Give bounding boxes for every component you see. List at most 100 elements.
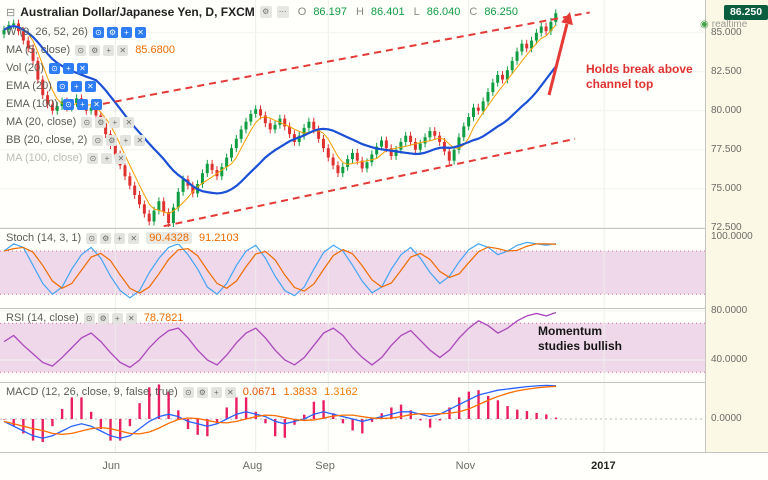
- eye-icon-button[interactable]: ⊙: [81, 116, 93, 128]
- price-axis-label: 0.0000: [711, 413, 742, 424]
- stoch-legend: Stoch (14, 3, 1) ⊙ ⚙ + ✕ 90.4328 91.2103: [6, 232, 239, 244]
- indicator-value: 85.6800: [135, 44, 175, 56]
- settings-icon-button[interactable]: ⚙: [89, 44, 101, 56]
- add-icon-button[interactable]: +: [210, 386, 222, 398]
- close-icon-button[interactable]: ✕: [123, 116, 135, 128]
- settings-icon-button[interactable]: ⚙: [97, 312, 109, 324]
- indicator-label: MA (20, close): [6, 116, 77, 128]
- add-icon-button[interactable]: +: [109, 116, 121, 128]
- add-icon-button[interactable]: +: [114, 232, 126, 244]
- indicator-row: W (9, 26, 52, 26) ⊙ ⚙ + ✕: [6, 26, 518, 38]
- indicator-label: RSI (14, close): [6, 312, 79, 324]
- indicator-row: EMA (20) ⊙ + ✕: [6, 80, 518, 92]
- add-icon-button[interactable]: +: [120, 26, 132, 38]
- settings-icon-button[interactable]: ⚙: [100, 232, 112, 244]
- realtime-icon: ◉: [700, 18, 709, 30]
- open-value: 86.197: [313, 6, 347, 18]
- add-icon-button[interactable]: +: [111, 312, 123, 324]
- more-icon-button[interactable]: ⋯: [276, 6, 289, 18]
- rsi-legend: RSI (14, close) ⊙ ⚙ + ✕ 78.7821: [6, 312, 184, 324]
- close-icon-button[interactable]: ✕: [125, 312, 137, 324]
- price-axis-label: 80.0000: [711, 305, 748, 316]
- close-icon-button[interactable]: ✕: [90, 98, 102, 110]
- eye-icon-button[interactable]: ⊙: [92, 26, 104, 38]
- indicator-label: W (9, 26, 52, 26): [6, 26, 88, 38]
- price-axis-label: 40.0000: [711, 354, 748, 365]
- time-axis-label: 2017: [591, 460, 616, 472]
- price-axis-label: 77.500: [711, 143, 742, 155]
- close-icon-button[interactable]: ✕: [128, 232, 140, 244]
- price-axis-label: 72.500: [711, 221, 742, 233]
- collapse-icon[interactable]: ⊟: [6, 6, 16, 19]
- close-icon-button[interactable]: ✕: [224, 386, 236, 398]
- price-axis-label: 80.000: [711, 104, 742, 116]
- symbol-title[interactable]: Australian Dollar/Japanese Yen, D, FXCM: [20, 5, 255, 19]
- indicator-label: Stoch (14, 3, 1): [6, 232, 82, 244]
- eye-icon-button[interactable]: ⊙: [48, 62, 60, 74]
- price-axis-label: 100.0000: [711, 230, 753, 242]
- close-value: 86.250: [484, 6, 518, 18]
- time-axis-label: Nov: [455, 460, 476, 472]
- indicator-value: 1.3833: [283, 386, 318, 398]
- close-icon-button[interactable]: ✕: [134, 26, 146, 38]
- close-icon-button[interactable]: ✕: [115, 152, 127, 164]
- eye-icon-button[interactable]: ⊙: [92, 134, 104, 146]
- settings-icon-button[interactable]: ⚙: [95, 116, 107, 128]
- indicator-label: MACD (12, 26, close, 9, false, true): [6, 386, 178, 398]
- time-axis-label: Jun: [102, 460, 121, 472]
- settings-icon-button[interactable]: ⚙: [259, 6, 272, 18]
- eye-icon-button[interactable]: ⊙: [56, 80, 68, 92]
- realtime-badge: ◉ realtime: [700, 19, 747, 30]
- eye-icon-button[interactable]: ⊙: [62, 98, 74, 110]
- indicator-value: 91.2103: [198, 232, 239, 244]
- eye-icon-button[interactable]: ⊙: [87, 152, 99, 164]
- close-icon-button[interactable]: ✕: [76, 62, 88, 74]
- close-icon-button[interactable]: ✕: [134, 134, 146, 146]
- indicator-value: 1.3162: [324, 386, 358, 398]
- eye-icon-button[interactable]: ⊙: [182, 386, 194, 398]
- eye-icon-button[interactable]: ⊙: [86, 232, 98, 244]
- settings-icon-button[interactable]: ⚙: [106, 134, 118, 146]
- indicator-row: MA (20, close) ⊙ ⚙ + ✕: [6, 116, 518, 128]
- indicator-row: MA (5, close) ⊙ ⚙ + ✕ 85.6800: [6, 44, 518, 56]
- high-value: 86.401: [370, 6, 405, 18]
- indicator-value: 90.4328: [146, 232, 192, 244]
- close-icon-button[interactable]: ✕: [84, 80, 96, 92]
- price-axis-label: 75.000: [711, 182, 742, 194]
- time-axis-label: Sep: [315, 460, 335, 472]
- settings-icon-button[interactable]: ⚙: [106, 26, 118, 38]
- indicator-label: MA (5, close): [6, 44, 71, 56]
- indicator-label: EMA (100): [6, 98, 58, 110]
- price-axis[interactable]: [705, 0, 768, 452]
- add-icon-button[interactable]: +: [62, 62, 74, 74]
- time-axis[interactable]: Jun Aug Sep Nov 2017: [0, 452, 768, 480]
- indicator-label: EMA (20): [6, 80, 52, 92]
- low-label: L: [413, 6, 420, 18]
- eye-icon-button[interactable]: ⊙: [75, 44, 87, 56]
- main-chart-legend: ⊟ Australian Dollar/Japanese Yen, D, FXC…: [6, 4, 518, 164]
- channel-break-annotation: Holds break above channel top: [586, 62, 693, 91]
- add-icon-button[interactable]: +: [76, 98, 88, 110]
- add-icon-button[interactable]: +: [120, 134, 132, 146]
- add-icon-button[interactable]: +: [101, 152, 113, 164]
- close-icon-button[interactable]: ✕: [117, 44, 129, 56]
- realtime-label: realtime: [711, 19, 748, 30]
- add-icon-button[interactable]: +: [70, 80, 82, 92]
- high-label: H: [355, 6, 364, 18]
- indicator-row: EMA (100) ⊙ + ✕: [6, 98, 518, 110]
- indicator-label: BB (20, close, 2): [6, 134, 88, 146]
- price-axis-label: 82.500: [711, 65, 742, 77]
- indicator-value: 0.0671: [242, 386, 277, 398]
- price-axis-label: 85.000: [711, 26, 742, 38]
- settings-icon-button[interactable]: ⚙: [196, 386, 208, 398]
- low-value: 86.040: [426, 6, 461, 18]
- eye-icon-button[interactable]: ⊙: [83, 312, 95, 324]
- last-price-tag: 86.250: [724, 5, 768, 20]
- indicator-row: BB (20, close, 2) ⊙ ⚙ + ✕: [6, 134, 518, 146]
- indicator-value: 78.7821: [143, 312, 184, 324]
- macd-legend: MACD (12, 26, close, 9, false, true) ⊙ ⚙ + ✕…: [6, 386, 358, 398]
- time-axis-label: Aug: [242, 460, 263, 472]
- add-icon-button[interactable]: +: [103, 44, 115, 56]
- indicator-label: MA (100, close): [6, 152, 83, 164]
- indicator-row: MA (100, close) ⊙ + ✕: [6, 152, 518, 164]
